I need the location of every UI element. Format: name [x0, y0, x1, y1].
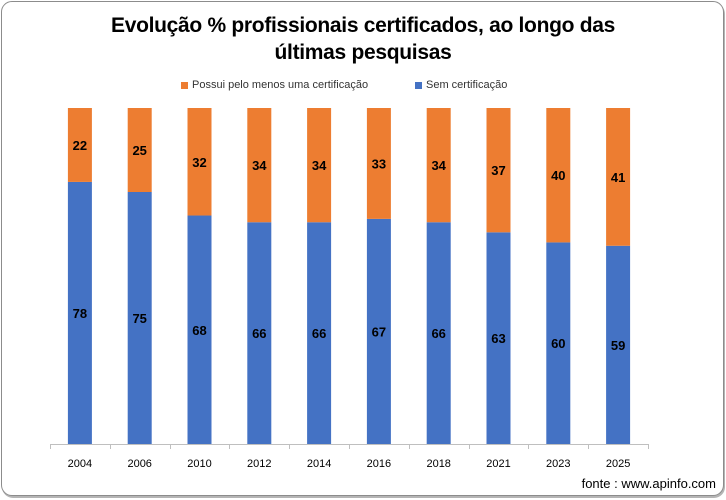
bar-sem-certificacao-2006 — [127, 192, 152, 444]
bar-possui-certificacao-2025 — [606, 108, 631, 246]
data-label-possui-certificacao-2006: 25 — [132, 143, 146, 158]
data-label-possui-certificacao-2004: 22 — [73, 138, 87, 153]
x-tick-label-2023: 2023 — [546, 458, 570, 470]
bar-possui-certificacao-2021 — [486, 108, 511, 233]
x-tick-label-2014: 2014 — [307, 458, 331, 470]
data-label-possui-certificacao-2014: 34 — [312, 158, 327, 173]
legend-item-uncertified: Sem certificação — [415, 77, 507, 93]
legend-item-certified: Possui pelo menos uma certificação — [181, 77, 368, 93]
bar-sem-certificacao-2023 — [546, 242, 571, 444]
data-label-sem-certificacao-2018: 66 — [431, 326, 445, 341]
chart-title-line-1: Evolução % profissionais certificados, a… — [111, 14, 615, 37]
data-label-possui-certificacao-2023: 40 — [551, 168, 565, 183]
bar-possui-certificacao-2010 — [187, 108, 212, 216]
chart-title: Evolução % profissionais certificados, a… — [0, 12, 726, 66]
bar-possui-certificacao-2014 — [307, 108, 332, 223]
bar-possui-certificacao-2006 — [127, 108, 152, 192]
bar-sem-certificacao-2014 — [307, 222, 332, 444]
data-label-possui-certificacao-2021: 37 — [491, 163, 505, 178]
legend-label-certified: Possui pelo menos uma certificação — [192, 79, 369, 91]
data-label-possui-certificacao-2010: 32 — [192, 155, 206, 170]
x-tick-label-2018: 2018 — [426, 458, 450, 470]
x-tick-label-2006: 2006 — [127, 458, 151, 470]
legend-swatch-orange — [181, 81, 188, 89]
source-note: fonte : www.apinfo.com — [581, 476, 716, 491]
legend-label-uncertified: Sem certificação — [426, 79, 508, 91]
data-label-sem-certificacao-2004: 78 — [73, 306, 87, 321]
data-label-possui-certificacao-2018: 34 — [431, 158, 446, 173]
data-label-sem-certificacao-2025: 59 — [611, 338, 625, 353]
bar-sem-certificacao-2016 — [366, 218, 391, 444]
data-label-sem-certificacao-2006: 75 — [132, 311, 146, 326]
data-label-possui-certificacao-2016: 33 — [372, 156, 386, 171]
x-tick-label-2010: 2010 — [187, 458, 211, 470]
data-label-sem-certificacao-2012: 66 — [252, 326, 266, 341]
data-label-possui-certificacao-2025: 41 — [611, 170, 625, 185]
data-label-sem-certificacao-2014: 66 — [312, 326, 326, 341]
bar-possui-certificacao-2018 — [426, 108, 451, 223]
data-label-sem-certificacao-2016: 67 — [372, 324, 386, 339]
x-tick-label-2021: 2021 — [486, 458, 510, 470]
bar-sem-certificacao-2021 — [486, 232, 511, 444]
x-tick-label-2012: 2012 — [247, 458, 271, 470]
bar-sem-certificacao-2025 — [606, 245, 631, 444]
x-tick-label-2025: 2025 — [606, 458, 630, 470]
data-label-possui-certificacao-2012: 34 — [252, 158, 267, 173]
chart-legend: Possui pelo menos uma certificação Sem c… — [0, 77, 726, 93]
bar-possui-certificacao-2023 — [546, 108, 571, 243]
bar-possui-certificacao-2016 — [366, 108, 391, 219]
data-label-sem-certificacao-2021: 63 — [491, 331, 505, 346]
bar-sem-certificacao-2010 — [187, 215, 212, 444]
x-tick-label-2004: 2004 — [68, 458, 92, 470]
bar-sem-certificacao-2012 — [247, 222, 272, 444]
bar-possui-certificacao-2012 — [247, 108, 272, 223]
bar-possui-certificacao-2004 — [67, 108, 92, 182]
data-label-sem-certificacao-2010: 68 — [192, 323, 206, 338]
legend-swatch-blue — [415, 81, 422, 89]
chart-title-line-2: últimas pesquisas — [274, 41, 452, 64]
x-tick-label-2016: 2016 — [367, 458, 391, 470]
bar-sem-certificacao-2004 — [67, 181, 92, 445]
bar-sem-certificacao-2018 — [426, 222, 451, 444]
data-label-sem-certificacao-2023: 60 — [551, 336, 565, 351]
